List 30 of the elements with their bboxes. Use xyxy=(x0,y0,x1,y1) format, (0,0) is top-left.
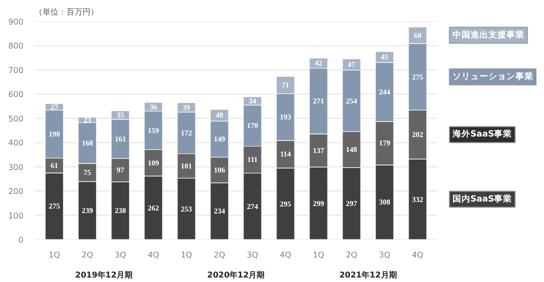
x-tick-label: 4Q xyxy=(412,250,424,260)
x-tick-label: 3Q xyxy=(378,250,390,260)
x-tick-label: 2Q xyxy=(214,250,226,260)
x-tick-label: 4Q xyxy=(280,250,292,260)
text: 国内SaaS事業 xyxy=(452,193,512,204)
y-tick-label: 900 xyxy=(8,18,24,26)
y-tick-label: 500 xyxy=(8,114,24,124)
y-tick-label: 100 xyxy=(8,211,24,220)
x-tick-label: 2Q xyxy=(346,250,358,260)
x-tick-label: 1Q xyxy=(312,250,324,260)
text: （単位：百万円） xyxy=(34,8,98,16)
x-tick-label: 3Q xyxy=(114,250,126,260)
x-tick-label: 2Q xyxy=(82,250,94,260)
text: 海外SaaS事業 xyxy=(451,128,512,140)
y-tick-label: 300 xyxy=(8,162,24,172)
y-tick-label: 400 xyxy=(8,138,24,148)
y-tick-label: 200 xyxy=(8,187,24,196)
y-tick-label: 800 xyxy=(8,42,24,51)
y-tick-label: 0 xyxy=(18,236,24,244)
y-tick-label: 700 xyxy=(8,66,24,75)
y-tick-label: 600 xyxy=(8,90,24,100)
x-tick-label: 1Q xyxy=(48,250,60,260)
text: 中国進出支援事業 xyxy=(452,29,524,40)
x-tick-label: 4Q xyxy=(148,250,160,260)
text: 2021年12月期 xyxy=(339,270,397,280)
text: ソリューション事業 xyxy=(452,70,534,82)
text: 2020年12月期 xyxy=(207,270,265,280)
text: 2019年12月期 xyxy=(75,270,133,280)
x-tick-label: 3Q xyxy=(246,250,258,260)
x-tick-label: 1Q xyxy=(180,250,192,260)
